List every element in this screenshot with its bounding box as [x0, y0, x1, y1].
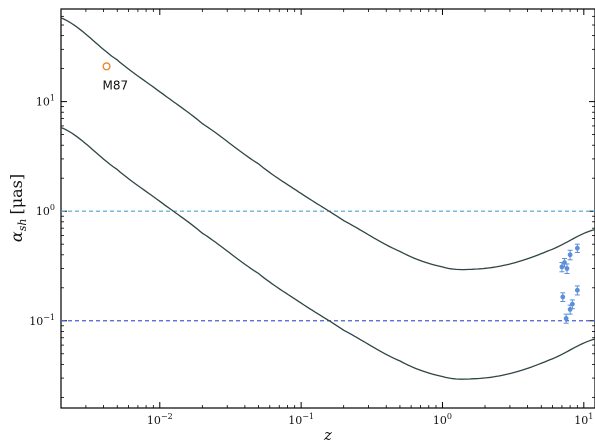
model-curves	[60, 17, 595, 380]
x-tick-exponent: −1	[302, 412, 314, 421]
x-tick-base: 10	[147, 414, 161, 427]
y-tick-base: 10	[29, 315, 43, 328]
y-tick-exponent: 0	[50, 203, 55, 212]
x-tick-label: 100	[433, 412, 452, 427]
minor-ticks	[61, 9, 595, 408]
x-tick-label: 10−2	[147, 412, 173, 427]
y-tick-base: 10	[36, 96, 50, 109]
data-point	[567, 307, 573, 312]
y-tick-exponent: 1	[50, 94, 55, 103]
y-tick-label: 10−1	[29, 313, 55, 328]
x-axis-label: z	[323, 426, 332, 444]
y-tick-label: 100	[36, 203, 55, 218]
data-point	[574, 287, 580, 293]
data-point	[574, 245, 580, 251]
data-points: M87	[102, 62, 580, 324]
model-curve	[60, 17, 595, 271]
y-tick-label: 101	[36, 94, 55, 109]
m87-point	[102, 62, 111, 71]
y-axis-unit: [μas]	[7, 174, 26, 215]
x-tick-exponent: 0	[447, 412, 452, 421]
m87-label: M87	[103, 78, 129, 92]
data-point	[567, 252, 573, 258]
x-tick-base: 10	[574, 414, 588, 427]
y-axis-label: αsh [μas]	[7, 174, 29, 242]
x-tick-exponent: −2	[161, 412, 173, 421]
y-axis-subscript: sh	[16, 219, 29, 232]
plot-frame	[60, 8, 595, 409]
major-ticks	[61, 9, 595, 408]
data-point	[569, 301, 575, 307]
data-point	[563, 316, 569, 321]
x-tick-label: 10−1	[288, 412, 314, 427]
data-point	[564, 266, 570, 271]
x-tick-label: 101	[574, 412, 593, 427]
y-tick-base: 10	[36, 205, 50, 218]
reference-lines	[61, 210, 595, 322]
data-point	[560, 294, 566, 300]
x-tick-exponent: 1	[588, 412, 593, 421]
y-axis-symbol: α	[7, 231, 26, 242]
x-tick-base: 10	[433, 414, 447, 427]
data-point	[559, 264, 565, 270]
x-tick-base: 10	[288, 414, 302, 427]
y-tick-exponent: −1	[43, 313, 55, 322]
model-curve	[60, 126, 595, 380]
